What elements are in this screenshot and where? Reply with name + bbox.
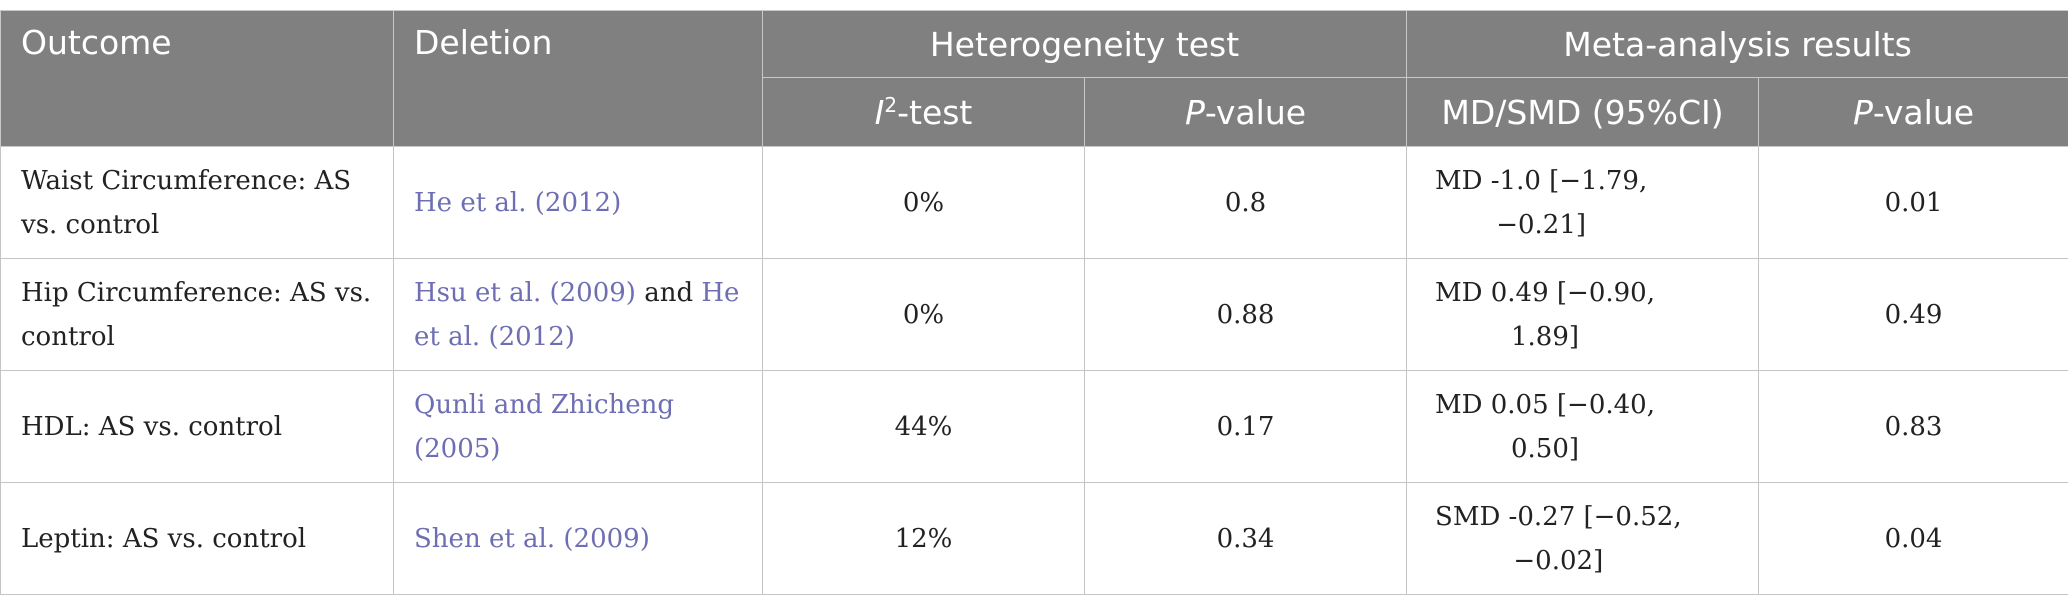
i2-cell: 44% (762, 370, 1085, 483)
ci-cell: MD -1.0 [−1.79, −0.21] (1406, 146, 1760, 259)
reference-link[interactable]: Qunli and Zhicheng (2005) (414, 389, 675, 464)
outcome-cell: HDL: AS vs. control (0, 370, 394, 483)
header-md-smd: MD/SMD (95%CI) (1406, 77, 1760, 147)
sensitivity-table-container: Outcome Deletion Heterogeneity test Meta… (0, 10, 2068, 595)
reference-link[interactable]: He et al. (2012) (414, 277, 740, 352)
p-meta-cell: 0.49 (1758, 258, 2068, 371)
deletion-cell: Shen et al. (2009) (393, 482, 763, 595)
p-het-cell: 0.34 (1083, 482, 1408, 595)
p-het-cell: 0.17 (1083, 370, 1408, 483)
deletion-cell: Hsu et al. (2009) and He et al. (2012) (393, 258, 763, 371)
ci-cell: MD 0.05 [−0.40, 0.50] (1406, 370, 1760, 483)
table-body: Waist Circumference: AS vs. control He e… (0, 146, 2068, 595)
header-p2-rest: -value (1872, 92, 1975, 132)
header-p-value-meta: P-value (1758, 77, 2068, 147)
ci-content: MD 0.49 [−0.90, 1.89] (1435, 271, 1655, 359)
outcome-cell: Waist Circumference: AS vs. control (0, 146, 394, 259)
header-i2-test: I2-test (762, 77, 1085, 147)
header-deletion: Deletion (393, 10, 763, 147)
ci-line-1: MD 0.49 [−0.90, (1435, 277, 1655, 308)
header-i2-italic: I (874, 92, 885, 132)
header-outcome: Outcome (0, 10, 394, 147)
ci-line-2: −0.02] (1513, 545, 1604, 576)
ci-cell: MD 0.49 [−0.90, 1.89] (1406, 258, 1760, 371)
header-p-italic: P (1184, 92, 1205, 132)
table-row: Hip Circumference: AS vs. control Hsu et… (0, 258, 2068, 371)
ci-content: MD 0.05 [−0.40, 0.50] (1435, 383, 1655, 471)
ci-line-1: SMD -0.27 [−0.52, (1435, 501, 1682, 532)
outcome-cell: Leptin: AS vs. control (0, 482, 394, 595)
table-row: HDL: AS vs. control Qunli and Zhicheng (… (0, 370, 2068, 483)
table-header: Outcome Deletion Heterogeneity test Meta… (0, 10, 2068, 147)
ci-line-1: MD 0.05 [−0.40, (1435, 389, 1655, 420)
header-p2-italic: P (1852, 92, 1873, 132)
p-meta-cell: 0.01 (1758, 146, 2068, 259)
deletion-cell: He et al. (2012) (393, 146, 763, 259)
table-row: Waist Circumference: AS vs. control He e… (0, 146, 2068, 259)
p-het-cell: 0.88 (1083, 258, 1408, 371)
reference-link[interactable]: He et al. (2012) (414, 187, 622, 218)
ci-line-1: MD -1.0 [−1.79, (1435, 165, 1648, 196)
p-meta-cell: 0.83 (1758, 370, 2068, 483)
outcome-cell: Hip Circumference: AS vs. control (0, 258, 394, 371)
header-p-value-heterogeneity: P-value (1083, 77, 1408, 147)
reference-link[interactable]: Shen et al. (2009) (414, 523, 650, 554)
p-het-cell: 0.8 (1083, 146, 1408, 259)
table-row: Leptin: AS vs. control Shen et al. (2009… (0, 482, 2068, 595)
ci-content: MD -1.0 [−1.79, −0.21] (1435, 159, 1647, 247)
ci-content: SMD -0.27 [−0.52, −0.02] (1435, 495, 1682, 583)
sensitivity-analysis-table: Outcome Deletion Heterogeneity test Meta… (0, 10, 2068, 595)
ci-line-2: −0.21] (1496, 209, 1587, 240)
p-meta-cell: 0.04 (1758, 482, 2068, 595)
header-i2-rest: -test (897, 92, 973, 132)
conjunction-text: and (635, 277, 702, 308)
ci-line-2: 0.50] (1510, 433, 1580, 464)
header-i2-sup: 2 (884, 92, 898, 117)
i2-cell: 12% (762, 482, 1085, 595)
reference-link[interactable]: Hsu et al. (2009) (414, 277, 636, 308)
ci-cell: SMD -0.27 [−0.52, −0.02] (1406, 482, 1760, 595)
deletion-cell: Qunli and Zhicheng (2005) (393, 370, 763, 483)
i2-cell: 0% (762, 258, 1085, 371)
header-heterogeneity-test: Heterogeneity test (761, 10, 1408, 78)
ci-line-2: 1.89] (1510, 321, 1580, 352)
header-p-rest: -value (1204, 92, 1307, 132)
header-meta-analysis-results: Meta-analysis results (1406, 10, 2068, 78)
i2-cell: 0% (762, 146, 1085, 259)
